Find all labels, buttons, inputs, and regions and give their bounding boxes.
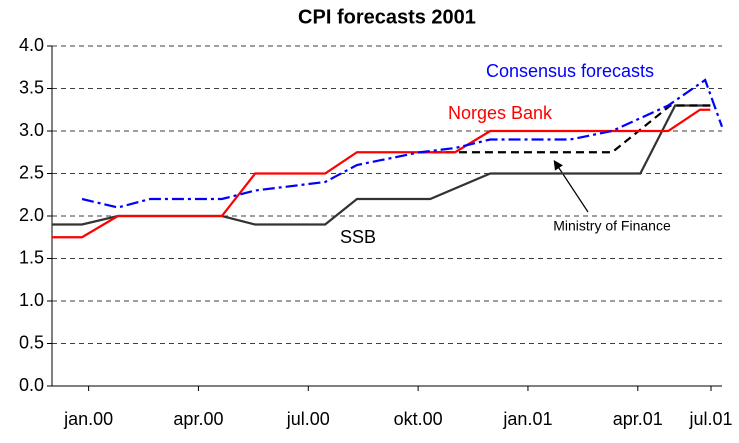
series-line	[52, 104, 711, 226]
y-tick-label: 0.0	[19, 375, 44, 395]
annotation-arrow	[553, 159, 589, 213]
x-tick-label: okt.00	[394, 409, 443, 429]
x-tick-label: jul.01	[689, 409, 733, 429]
series-label: Ministry of Finance	[553, 218, 671, 234]
series-label: Consensus forecasts	[486, 61, 654, 81]
series-label: SSB	[340, 227, 376, 247]
x-tick-label: apr.01	[613, 409, 663, 429]
series-line	[81, 78, 724, 209]
y-tick-label: 3.5	[19, 77, 44, 97]
y-tick-label: 0.5	[19, 332, 44, 352]
y-tick-label: 3.0	[19, 120, 44, 140]
y-tick-label: 4.0	[19, 35, 44, 55]
series-line	[419, 104, 711, 154]
y-tick-label: 2.0	[19, 205, 44, 225]
series-label: Norges Bank	[448, 103, 553, 123]
y-tick-label: 1.5	[19, 247, 44, 267]
y-tick-label: 2.5	[19, 162, 44, 182]
x-tick-label: jul.00	[286, 409, 330, 429]
x-tick-label: jan.00	[63, 409, 113, 429]
series-line	[52, 108, 711, 239]
x-tick-label: jan.01	[502, 409, 552, 429]
chart-title: CPI forecasts 2001	[298, 6, 476, 28]
y-tick-label: 1.0	[19, 290, 44, 310]
x-tick-label: apr.00	[173, 409, 223, 429]
